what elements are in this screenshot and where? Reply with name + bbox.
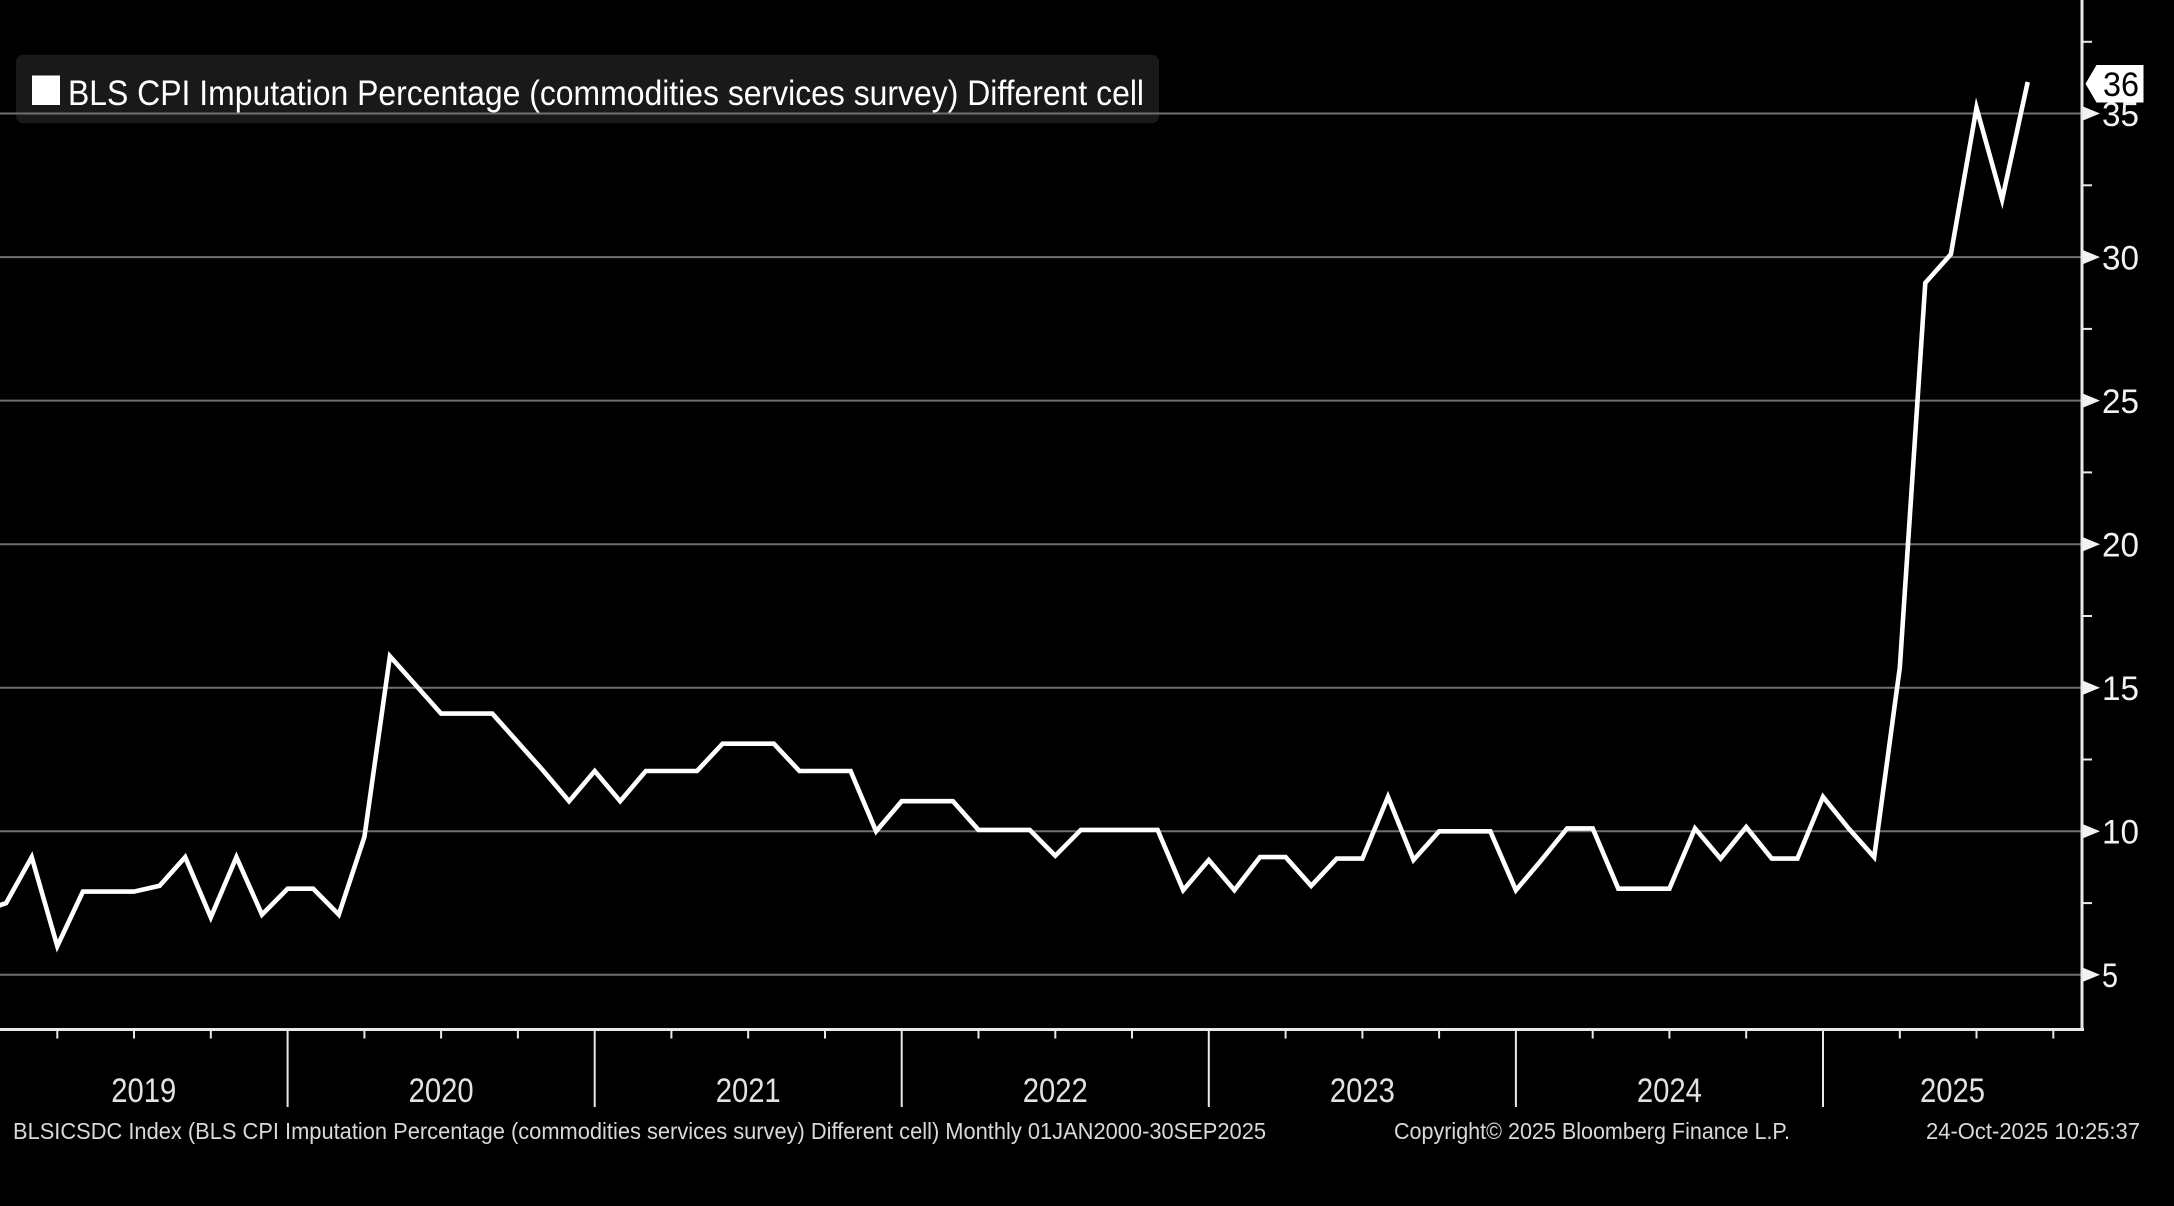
svg-text:15: 15 (2102, 670, 2139, 708)
svg-text:2019: 2019 (111, 1072, 176, 1110)
svg-text:5: 5 (2102, 957, 2118, 995)
svg-text:Copyright© 2025 Bloomberg Fina: Copyright© 2025 Bloomberg Finance L.P. (1394, 1118, 1790, 1144)
svg-text:2020: 2020 (409, 1072, 474, 1110)
svg-text:36: 36 (2103, 66, 2139, 104)
svg-text:2021: 2021 (716, 1072, 781, 1110)
svg-text:30: 30 (2102, 240, 2139, 278)
svg-text:2024: 2024 (1637, 1072, 1702, 1110)
svg-text:25: 25 (2102, 383, 2139, 421)
svg-text:2023: 2023 (1330, 1072, 1395, 1110)
svg-text:20: 20 (2102, 527, 2139, 565)
svg-text:10: 10 (2102, 814, 2139, 852)
svg-text:BLS CPI Imputation Percentage: BLS CPI Imputation Percentage (commoditi… (68, 73, 1144, 113)
svg-text:BLSICSDC Index (BLS CPI Imputa: BLSICSDC Index (BLS CPI Imputation Perce… (13, 1118, 1266, 1144)
svg-text:24-Oct-2025 10:25:37: 24-Oct-2025 10:25:37 (1926, 1118, 2140, 1144)
svg-text:2022: 2022 (1023, 1072, 1088, 1110)
svg-text:2025: 2025 (1920, 1072, 1985, 1110)
